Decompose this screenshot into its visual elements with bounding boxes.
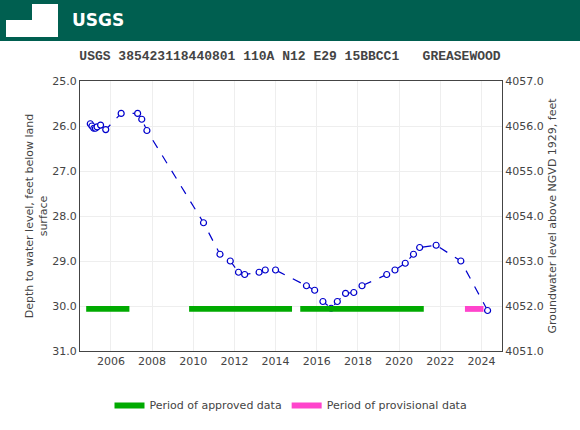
svg-text:4057.0: 4057.0 (505, 75, 544, 88)
svg-text:2012: 2012 (220, 355, 248, 368)
svg-text:29.0: 29.0 (52, 255, 77, 268)
svg-text:27.0: 27.0 (52, 165, 77, 178)
svg-text:2018: 2018 (344, 355, 372, 368)
svg-text:2006: 2006 (97, 355, 125, 368)
svg-text:Depth to water level, feet bel: Depth to water level, feet below landsur… (23, 114, 50, 319)
svg-text:2010: 2010 (179, 355, 207, 368)
svg-text:Period of approved data: Period of approved data (150, 399, 282, 412)
svg-text:31.0: 31.0 (52, 345, 77, 358)
svg-text:2014: 2014 (262, 355, 290, 368)
svg-text:4055.0: 4055.0 (505, 165, 544, 178)
svg-text:2016: 2016 (303, 355, 331, 368)
svg-text:30.0: 30.0 (52, 300, 77, 313)
html-text:USGS: USGS (72, 10, 125, 30)
svg-text:4053.0: 4053.0 (505, 255, 544, 268)
svg-text:28.0: 28.0 (52, 210, 77, 223)
svg-text:USGS 385423118440801 110A N12: USGS 385423118440801 110A N12 E29 15BBCC… (79, 49, 500, 64)
svg-text:2020: 2020 (385, 355, 413, 368)
svg-text:25.0: 25.0 (52, 75, 77, 88)
svg-text:2022: 2022 (426, 355, 454, 368)
svg-text:4056.0: 4056.0 (505, 120, 544, 133)
svg-text:4054.0: 4054.0 (505, 210, 544, 223)
svg-text:2024: 2024 (467, 355, 495, 368)
svg-text:4051.0: 4051.0 (505, 345, 544, 358)
svg-text:4052.0: 4052.0 (505, 300, 544, 313)
svg-text:Groundwater level above NGVD 1: Groundwater level above NGVD 1929, feet (546, 98, 559, 334)
svg-text:Period of provisional data: Period of provisional data (327, 399, 467, 412)
svg-text:2008: 2008 (138, 355, 166, 368)
svg-text:26.0: 26.0 (52, 120, 77, 133)
